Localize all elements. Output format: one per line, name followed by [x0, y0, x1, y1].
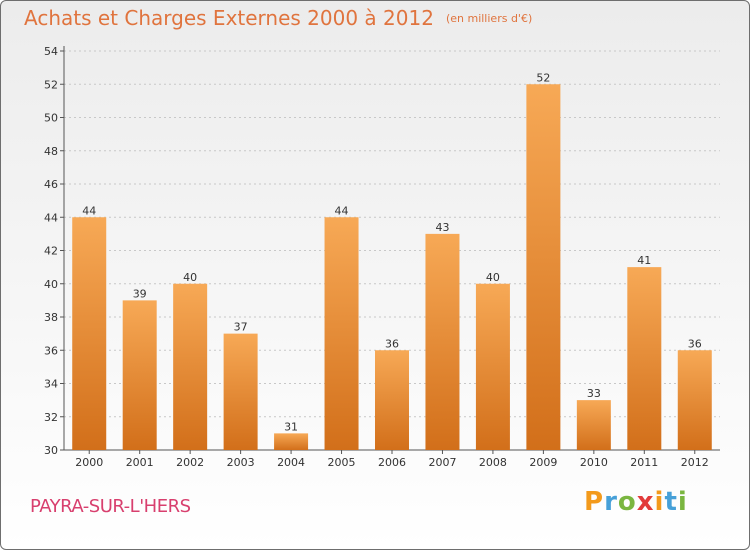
logo-letter: P: [584, 487, 605, 517]
logo-letter: i: [654, 487, 665, 517]
x-tick-label: 2010: [580, 456, 608, 469]
y-tick-label: 40: [44, 278, 58, 291]
x-tick-label: 2005: [328, 456, 356, 469]
bar: [375, 350, 409, 450]
data-label: 44: [82, 204, 96, 217]
chart-subtitle: (en milliers d'€): [445, 12, 533, 25]
bar: [677, 350, 712, 450]
bar: [425, 233, 460, 450]
chart-title-text: Achats et Charges Externes 2000 à 2012: [24, 6, 434, 30]
y-tick-label: 32: [44, 411, 58, 424]
y-tick-label: 34: [44, 378, 58, 391]
data-label: 41: [637, 254, 651, 267]
town-name: PAYRA-SUR-L'HERS: [30, 496, 191, 517]
bar: [223, 333, 258, 450]
bar: [122, 300, 157, 450]
data-label: 31: [284, 420, 298, 433]
x-tick-label: 2004: [277, 456, 305, 469]
bar: [173, 283, 208, 450]
chart-title: Achats et Charges Externes 2000 à 2012 (e…: [24, 6, 532, 30]
data-label: 37: [234, 321, 248, 334]
data-label: 44: [335, 204, 349, 217]
x-tick-label: 2002: [176, 456, 204, 469]
bar: [72, 217, 107, 450]
logo-letter: r: [604, 487, 618, 517]
data-label: 39: [133, 287, 147, 300]
bar: [627, 267, 662, 450]
data-label: 36: [385, 337, 399, 350]
x-tick-label: 2007: [428, 456, 456, 469]
y-tick-label: 46: [44, 178, 58, 191]
y-tick-label: 42: [44, 245, 58, 258]
proxiti-logo: Proxiti: [584, 487, 688, 517]
y-tick-label: 36: [44, 344, 58, 357]
logo-letter: t: [664, 487, 678, 517]
x-tick-label: 2012: [681, 456, 709, 469]
bar: [475, 283, 510, 450]
logo-letter: i: [677, 487, 688, 517]
x-tick-label: 2011: [630, 456, 658, 469]
data-label: 36: [688, 337, 702, 350]
data-label: 52: [536, 71, 550, 84]
bar: [324, 217, 359, 450]
x-tick-label: 2006: [378, 456, 406, 469]
bar: [576, 400, 611, 450]
y-tick-label: 52: [44, 78, 58, 91]
logo-letter: o: [617, 487, 637, 517]
data-label: 43: [435, 221, 449, 234]
y-tick-label: 50: [44, 112, 58, 125]
y-tick-label: 44: [44, 211, 58, 224]
y-tick-label: 30: [44, 444, 58, 457]
x-tick-label: 2000: [75, 456, 103, 469]
x-tick-label: 2003: [227, 456, 255, 469]
bar: [526, 84, 561, 450]
data-label: 40: [486, 271, 500, 284]
y-tick-label: 54: [44, 45, 58, 58]
x-tick-label: 2009: [529, 456, 557, 469]
y-tick-label: 48: [44, 145, 58, 158]
y-tick-label: 38: [44, 311, 58, 324]
x-tick-label: 2001: [126, 456, 154, 469]
logo-letter: x: [636, 487, 655, 517]
bar: [274, 433, 309, 450]
x-tick-label: 2008: [479, 456, 507, 469]
data-label: 40: [183, 271, 197, 284]
data-label: 33: [587, 387, 601, 400]
